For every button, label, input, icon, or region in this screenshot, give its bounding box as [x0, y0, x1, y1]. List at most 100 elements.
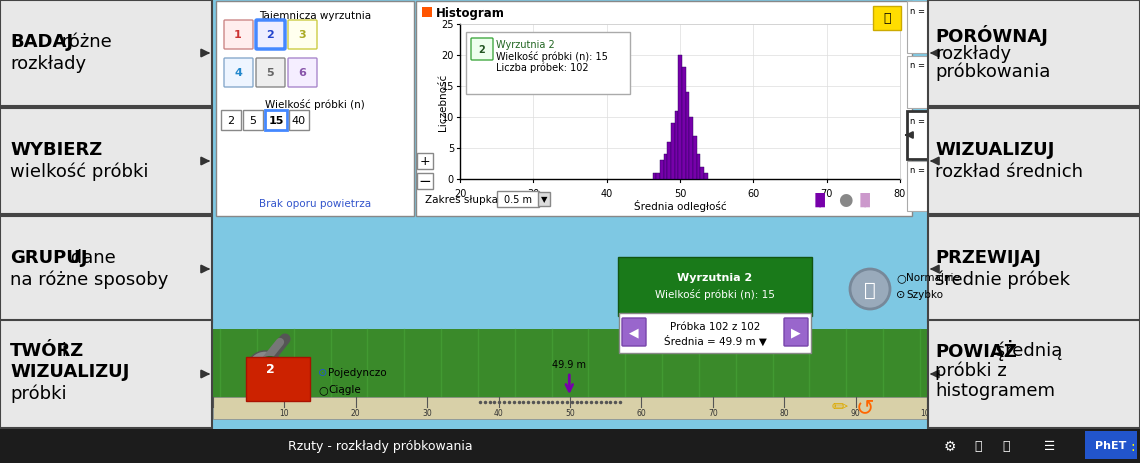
Text: GRUPUJ: GRUPUJ [10, 249, 88, 266]
Bar [962, 133, 967, 155]
FancyBboxPatch shape [619, 313, 811, 353]
Bar [964, 78, 968, 104]
FancyBboxPatch shape [471, 39, 492, 61]
Bar [961, 175, 964, 206]
Text: ▼: ▼ [540, 195, 547, 204]
Bar [948, 95, 952, 104]
Text: 15: 15 [268, 116, 284, 126]
Text: dane: dane [65, 249, 116, 266]
Bar [213, 397, 927, 419]
Text: ⊙: ⊙ [896, 289, 905, 300]
FancyBboxPatch shape [215, 2, 414, 217]
Bar [690, 118, 693, 180]
Text: 70: 70 [821, 188, 833, 199]
FancyBboxPatch shape [416, 2, 912, 217]
FancyBboxPatch shape [288, 21, 317, 50]
Text: 70: 70 [708, 409, 718, 418]
Text: Brak oporu powietrza: Brak oporu powietrza [259, 199, 370, 208]
Text: POWIĄŻ: POWIĄŻ [935, 340, 1017, 361]
Bar [693, 136, 697, 180]
Bar [961, 15, 964, 49]
Text: 6: 6 [298, 68, 306, 78]
Text: ▶: ▶ [791, 326, 800, 339]
Text: 25: 25 [441, 20, 454, 30]
Bar [461, 25, 899, 180]
Bar [966, 142, 969, 155]
Text: 80: 80 [894, 188, 906, 199]
Text: próbki: próbki [10, 384, 66, 402]
FancyBboxPatch shape [256, 59, 285, 88]
Circle shape [850, 269, 890, 309]
Text: 20: 20 [454, 188, 466, 199]
Text: ◀: ◀ [629, 326, 638, 339]
Text: n = 2: n = 2 [910, 6, 933, 15]
Text: 40: 40 [494, 409, 504, 418]
Bar [945, 26, 948, 49]
Bar [994, 38, 998, 49]
FancyBboxPatch shape [0, 1, 212, 107]
FancyBboxPatch shape [264, 111, 287, 131]
Text: 10: 10 [442, 113, 454, 123]
Bar [954, 78, 959, 104]
Text: 2: 2 [266, 30, 274, 40]
FancyBboxPatch shape [928, 109, 1140, 214]
Text: 100: 100 [920, 409, 935, 418]
FancyBboxPatch shape [873, 7, 901, 31]
FancyBboxPatch shape [417, 174, 433, 189]
Text: 20: 20 [441, 51, 454, 61]
Text: próbkowania: próbkowania [935, 63, 1050, 81]
Text: TWÓRZ: TWÓRZ [10, 341, 84, 359]
Text: 5: 5 [250, 116, 256, 126]
Text: Wielkość próbki (n): 15: Wielkość próbki (n): 15 [656, 289, 775, 300]
Circle shape [247, 351, 283, 387]
Bar [960, 187, 963, 206]
Text: 50: 50 [565, 409, 575, 418]
Text: PhET: PhET [1096, 440, 1126, 450]
Text: 2: 2 [266, 363, 275, 375]
Text: Liczebność: Liczebność [438, 74, 448, 131]
Text: 2: 2 [479, 45, 486, 55]
Bar [663, 155, 667, 180]
Bar [958, 70, 962, 104]
Text: Ciągle: Ciągle [328, 384, 360, 394]
FancyBboxPatch shape [538, 193, 549, 206]
Text: Średnia odległość: Średnia odległość [634, 200, 726, 212]
Bar [660, 161, 663, 180]
Text: Liczba próbek: 102: Liczba próbek: 102 [496, 63, 588, 73]
Text: ▐▌: ▐▌ [854, 193, 876, 206]
Text: ○: ○ [896, 272, 906, 282]
FancyBboxPatch shape [417, 154, 433, 169]
Text: różne: różne [56, 33, 112, 51]
FancyBboxPatch shape [223, 59, 253, 88]
Bar [1085, 431, 1137, 459]
Bar [422, 8, 432, 18]
Text: średnią: średnią [991, 341, 1062, 359]
Bar [703, 174, 708, 180]
Text: 49.9 m: 49.9 m [552, 359, 586, 369]
FancyBboxPatch shape [243, 111, 263, 131]
Bar [213, 0, 927, 429]
Text: Próbka 102 z 102: Próbka 102 z 102 [670, 321, 760, 332]
Text: Wyrzutnia 2: Wyrzutnia 2 [496, 40, 555, 50]
FancyBboxPatch shape [622, 319, 646, 346]
Text: Wielkość próbki (n): Wielkość próbki (n) [266, 98, 365, 109]
FancyBboxPatch shape [0, 217, 212, 322]
FancyBboxPatch shape [290, 111, 309, 131]
Text: ✏: ✏ [832, 398, 848, 417]
Text: Średnia = 49.9 m ▼: Średnia = 49.9 m ▼ [663, 335, 766, 346]
Text: 5: 5 [448, 144, 454, 154]
Text: n = 40: n = 40 [910, 166, 938, 175]
Text: próbki z: próbki z [935, 361, 1007, 380]
Text: 50: 50 [674, 188, 686, 199]
Text: WYBIERZ: WYBIERZ [10, 141, 103, 159]
Text: wielkość próbki: wielkość próbki [10, 163, 148, 181]
FancyBboxPatch shape [223, 21, 253, 50]
Text: Rzuty - rozkłady próbkowania: Rzuty - rozkłady próbkowania [287, 439, 472, 452]
Bar [657, 174, 660, 180]
Text: WIZUALIZUJ: WIZUALIZUJ [10, 362, 129, 380]
Text: 📢: 📢 [884, 13, 890, 25]
FancyBboxPatch shape [928, 320, 1140, 428]
Text: 4: 4 [234, 68, 242, 78]
Text: WIZUALIZUJ: WIZUALIZUJ [935, 141, 1054, 159]
FancyBboxPatch shape [784, 319, 808, 346]
